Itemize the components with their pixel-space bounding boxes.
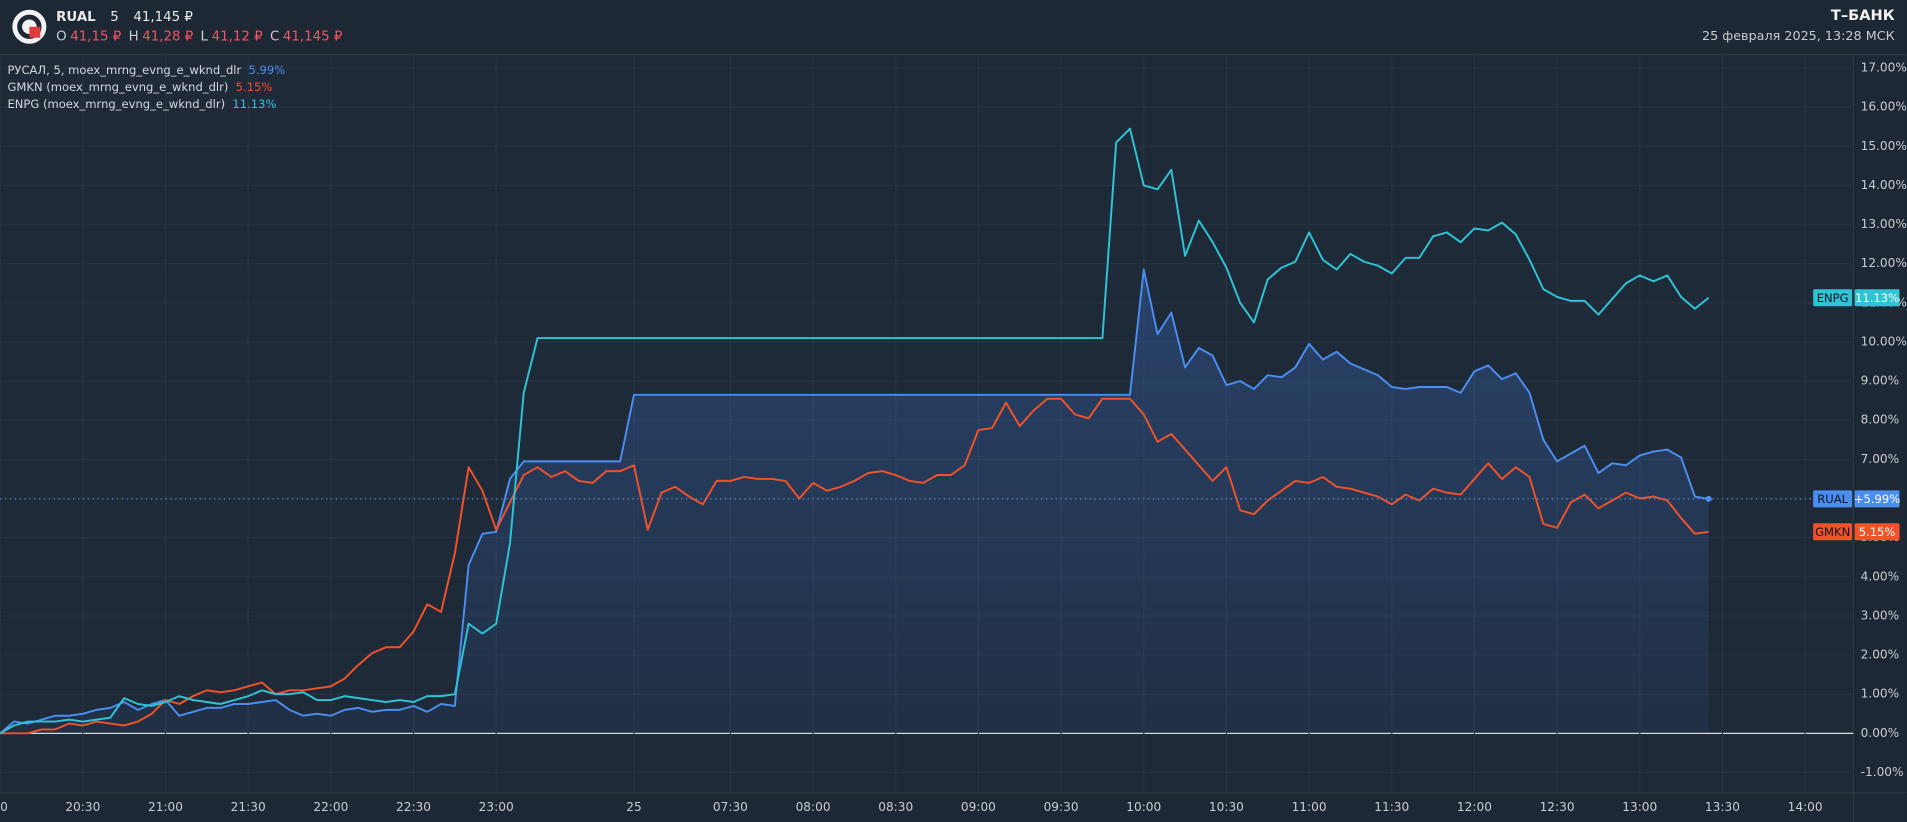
y-tick-label: 16.00% [1861,100,1907,114]
area [0,269,1709,734]
legend-name: GMKN (moex_mrng_evng_e_wknd_dlr) [7,80,228,94]
interval: 5 [110,10,119,25]
y-tick-label: 7.00% [1861,452,1900,466]
ohlc-label: C [270,29,279,44]
y-tick-label: 9.00% [1861,374,1900,388]
y-tick-label: 14.00% [1861,178,1907,192]
x-tick-label: 22:30 [396,800,431,814]
x-tick-label: 21:00 [148,800,183,814]
x-tick-label: 10:00 [1126,800,1161,814]
price-tag: GMKN 5.15% [1813,523,1900,541]
x-tick-label: 07:30 [713,800,748,814]
y-tick-label: 10.00% [1861,334,1907,348]
y-tick-label: 12.00% [1861,256,1907,270]
tag-name-box [1813,289,1853,307]
x-tick-label: 08:30 [878,800,913,814]
ohlc-label: O [56,29,67,44]
x-tick-label: 13:30 [1705,800,1740,814]
last-value-dot [1705,495,1712,502]
x-tick-label: 08:00 [796,800,831,814]
tag-name: RUAL [1817,492,1848,506]
x-tick-label: 14:00 [1788,800,1823,814]
x-tick-label: 10:30 [1209,800,1244,814]
y-tick-label: 13.00% [1861,217,1907,231]
x-tick-label: 22:00 [313,800,348,814]
symbol: RUAL [56,10,96,25]
legend-value: 5.99% [249,63,286,77]
line [0,127,1710,735]
x-tick-label: 13:00 [1622,800,1657,814]
x-tick-label: 25 [626,800,641,814]
legend-name: ENPG (moex_mrng_evng_e_wknd_dlr) [7,97,225,111]
x-tick-label: 11:30 [1374,800,1409,814]
ohlc-label: L [201,29,209,44]
x-tick-label: 23:00 [479,800,514,814]
line [0,268,1709,735]
tag-value: 11.13% [1855,291,1899,305]
x-tick-label: 21:30 [231,800,266,814]
x-tick-label: 11:00 [1292,800,1327,814]
y-tick-label: 8.00% [1861,413,1900,427]
y-tick-label: 1.00% [1861,687,1900,701]
price-tag: ENPG 11.13% [1813,289,1900,307]
date: 25 февраля 2025, 13:28 МСК [1702,29,1895,44]
y-tick-label: 3.00% [1861,608,1900,622]
y-tick-label: 17.00% [1861,61,1907,75]
x-tick-label: 00 [0,800,8,814]
ohlc-value: 41,145 ₽ [283,29,343,44]
ohlc-value: 41,28 ₽ [142,29,193,44]
y-tick-label: 2.00% [1861,648,1900,662]
ohlc-value: 41,12 ₽ [212,29,263,44]
legend-value: 5.15% [236,80,273,94]
line [0,397,1709,735]
tag-value-box [1854,523,1900,541]
legend-name: РУСАЛ, 5, moex_mrng_evng_e_wknd_dlr [7,63,241,77]
tag-value: 5.15% [1859,525,1896,539]
x-tick-label: 09:30 [1044,800,1079,814]
tag-name-box [1813,523,1853,541]
y-tick-label: -1.00% [1861,765,1904,779]
logo [12,9,47,44]
ohlc-value: 41,15 ₽ [70,29,121,44]
tag-value-box [1854,490,1900,508]
x-tick-label: 12:00 [1457,800,1492,814]
tag-name: ENPG [1817,291,1849,305]
tag-value-box [1854,289,1900,307]
y-tick-label: 15.00% [1861,139,1907,153]
tag-value: +5.99% [1854,492,1900,506]
tag-name-box [1813,490,1853,508]
brand: Т–БАНК [1831,7,1895,24]
price: 41,145 ₽ [133,10,193,25]
price-tag: RUAL +5.99% [1813,490,1900,508]
y-tick-label: 4.00% [1861,569,1900,583]
x-tick-label: 09:00 [961,800,996,814]
legend-value: 11.13% [232,97,276,111]
x-tick-label: 20:30 [65,800,100,814]
x-tick-label: 12:30 [1540,800,1575,814]
ohlc-label: H [129,29,139,44]
y-tick-label: 0.00% [1861,726,1900,740]
tag-name: GMKN [1815,525,1850,539]
